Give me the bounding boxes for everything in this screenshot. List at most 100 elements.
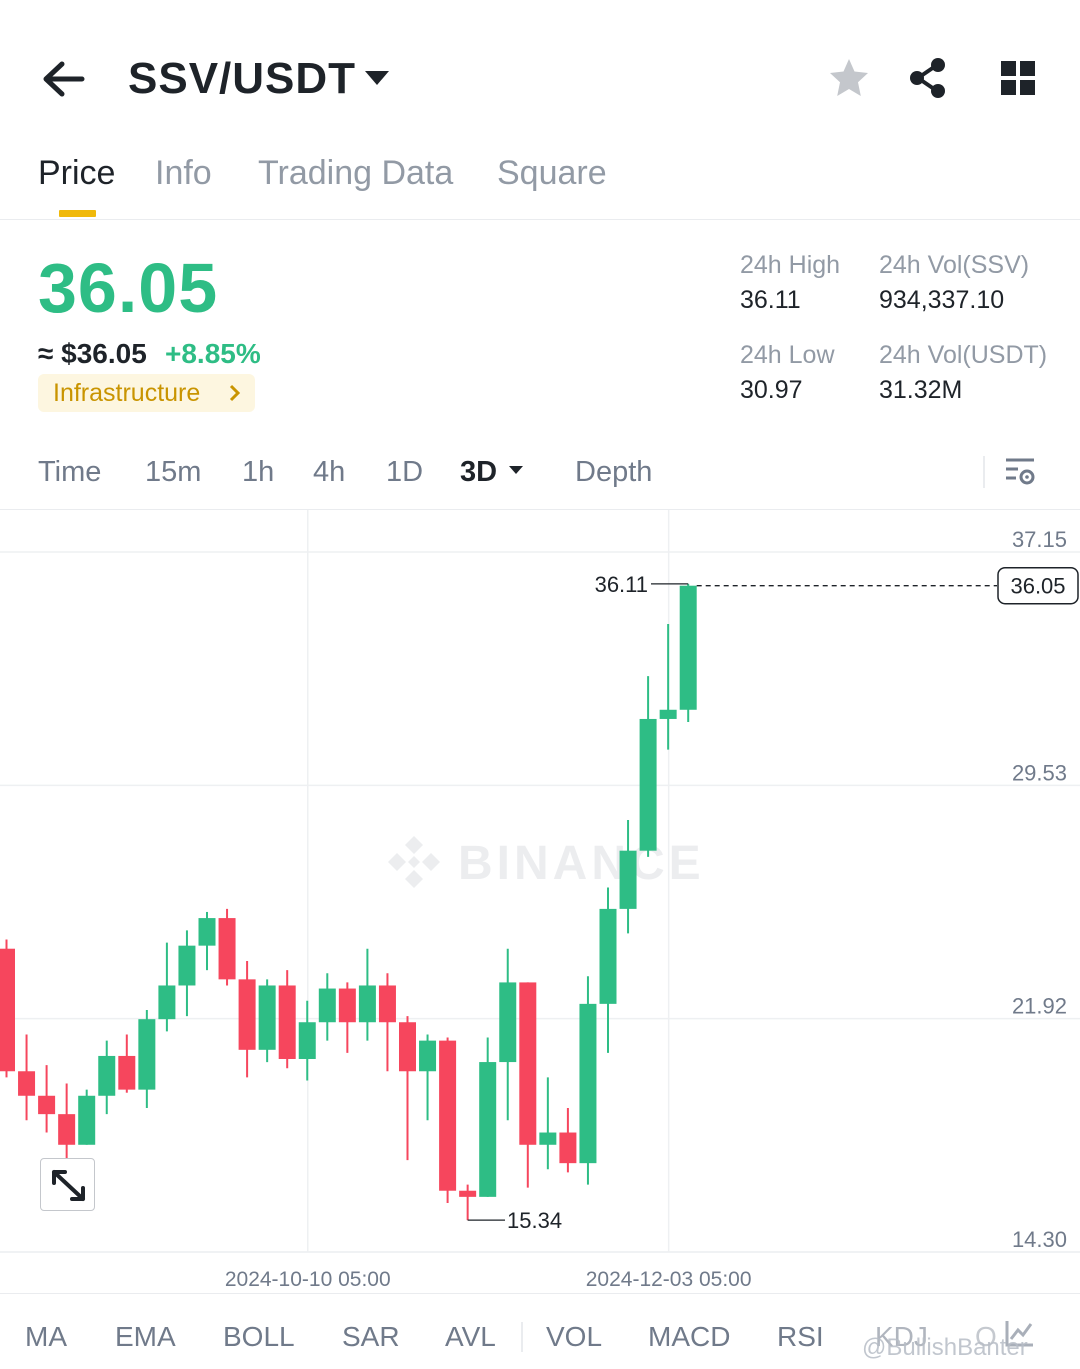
candle-body (679, 585, 697, 710)
indicator-ema[interactable]: EMA (115, 1321, 176, 1352)
stat-high-label: 24h High (740, 251, 841, 279)
candle-body (539, 1132, 557, 1145)
fiat-price: ≈ $36.05 (38, 338, 147, 369)
candle-body (439, 1040, 457, 1191)
binance-watermark: BINANCE (384, 832, 704, 892)
candle-body (198, 918, 216, 946)
candle-body (358, 985, 376, 1023)
caret-down-icon[interactable] (508, 464, 524, 476)
candle-body (378, 985, 396, 1023)
stat-low-value: 30.97 (740, 376, 803, 404)
indicator-sar[interactable]: SAR (342, 1321, 400, 1352)
candle-body (218, 918, 236, 980)
interval-3d[interactable]: 3D (460, 456, 498, 488)
tab-bar: Price Info Trading Data Square (0, 150, 1080, 220)
candle-body (579, 1003, 597, 1164)
watermark-text: BINANCE (458, 837, 705, 890)
category-tag-label: Infrastructure (53, 379, 201, 407)
chart-canvas: 37.15 29.53 21.92 14.30 2024-10-10 05:00 2024… (0, 510, 1080, 1291)
divider (521, 1322, 523, 1352)
candle-body (298, 1022, 316, 1060)
candle-body (118, 1055, 136, 1090)
expand-chart-button[interactable] (40, 1158, 95, 1211)
candle-body (138, 1019, 156, 1090)
tab-price[interactable]: Price (38, 154, 116, 192)
stat-vol-base-value: 934,337.10 (879, 286, 1005, 314)
binance-logo-icon (388, 836, 440, 888)
price-change: +8.85% (165, 338, 261, 369)
indicator-avl[interactable]: AVL (445, 1321, 496, 1352)
last-price: 36.05 (38, 249, 219, 327)
candle-body (78, 1095, 96, 1145)
interval-bar: Time 15m 1h 4h 1D 3D Depth (0, 440, 1080, 510)
current-price-badge (997, 566, 1079, 605)
divider (983, 456, 985, 488)
min-price-label: 15.34 (507, 1208, 562, 1233)
indicator-macd[interactable]: MACD (648, 1321, 731, 1352)
x-tick-label: 2024-10-10 05:00 (225, 1268, 391, 1291)
tab-info[interactable]: Info (155, 154, 212, 192)
y-tick-label: 29.53 (1012, 760, 1067, 785)
active-tab-indicator (59, 210, 96, 217)
max-price-label: 36.11 (595, 572, 648, 597)
grid-icon[interactable] (996, 56, 1040, 100)
candle-body (639, 718, 657, 851)
interval-time[interactable]: Time (38, 456, 102, 488)
star-icon[interactable] (827, 56, 871, 100)
candle-body (318, 988, 336, 1023)
pair-title[interactable]: SSV/USDT (128, 54, 357, 103)
candle-body (459, 1190, 477, 1197)
category-tag[interactable]: Infrastructure (38, 374, 255, 412)
y-tick-label: 14.30 (1012, 1227, 1067, 1252)
tab-trading-data[interactable]: Trading Data (258, 154, 454, 192)
candle-body (519, 982, 537, 1145)
chevron-right-icon (229, 384, 241, 402)
share-icon[interactable] (906, 56, 950, 100)
candle-body (619, 850, 637, 909)
candle-body (338, 988, 356, 1023)
candle-body (158, 985, 176, 1020)
candle-body (599, 908, 617, 1004)
candle-body (559, 1132, 577, 1164)
back-arrow-icon[interactable] (40, 58, 86, 100)
interval-1h[interactable]: 1h (242, 456, 275, 488)
interval-4h[interactable]: 4h (313, 456, 346, 488)
candle-body (238, 979, 256, 1050)
candle-body (278, 985, 296, 1060)
indicator-rsi[interactable]: RSI (777, 1321, 824, 1352)
candle-body (419, 1040, 437, 1072)
indicator-ma[interactable]: MA (25, 1321, 67, 1352)
indicator-more[interactable]: O (975, 1321, 997, 1352)
candle-body (0, 948, 15, 1072)
candle-body (399, 1022, 416, 1072)
candle-body (38, 1095, 56, 1115)
stat-high-value: 36.11 (740, 286, 801, 314)
interval-15m[interactable]: 15m (145, 456, 202, 488)
current-price-label: 36.05 (1010, 574, 1065, 599)
interval-1d[interactable]: 1D (386, 456, 424, 488)
candle-body (58, 1114, 76, 1145)
top-bar: SSV/USDT (0, 0, 1080, 140)
x-tick-label: 2024-12-03 05:00 (586, 1268, 752, 1291)
indicator-toggle-icon[interactable] (1003, 1318, 1035, 1348)
caret-down-icon[interactable] (362, 66, 392, 90)
chart-settings-icon[interactable] (1000, 454, 1040, 490)
candle-body (98, 1055, 116, 1096)
candle-body (479, 1062, 497, 1197)
candle-body (18, 1071, 36, 1096)
watermark-credit: @BullishBanter (862, 1334, 1028, 1361)
indicator-bar: MA EMA BOLL SAR AVL VOL MACD RSI KDJ O (0, 1293, 1080, 1369)
expand-icon (52, 1170, 85, 1201)
interval-depth[interactable]: Depth (575, 456, 653, 488)
indicator-boll[interactable]: BOLL (223, 1321, 295, 1352)
stat-vol-quote-label: 24h Vol(USDT) (879, 341, 1048, 369)
indicator-vol[interactable]: VOL (546, 1321, 603, 1352)
stat-vol-base-label: 24h Vol(SSV) (879, 251, 1030, 279)
stat-vol-quote-value: 31.32M (879, 376, 963, 404)
stat-low-label: 24h Low (740, 341, 835, 369)
y-tick-label: 21.92 (1012, 994, 1067, 1019)
candlestick-chart[interactable]: BINANCE 37.15 29.53 21.92 14.30 2024-10-10 0… (0, 510, 1080, 1300)
candle-body (499, 982, 517, 1063)
tab-square[interactable]: Square (497, 154, 607, 192)
indicator-kdj[interactable]: KDJ (875, 1321, 928, 1352)
